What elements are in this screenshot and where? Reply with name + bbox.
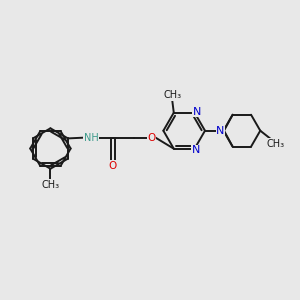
Text: N: N [216, 126, 225, 136]
Text: CH₃: CH₃ [267, 139, 285, 149]
Text: CH₃: CH₃ [163, 90, 182, 100]
Text: N: N [193, 107, 201, 117]
Text: N: N [192, 145, 200, 155]
Text: CH₃: CH₃ [41, 180, 59, 190]
Text: O: O [109, 161, 117, 171]
Text: NH: NH [84, 133, 98, 142]
Text: O: O [147, 133, 156, 142]
